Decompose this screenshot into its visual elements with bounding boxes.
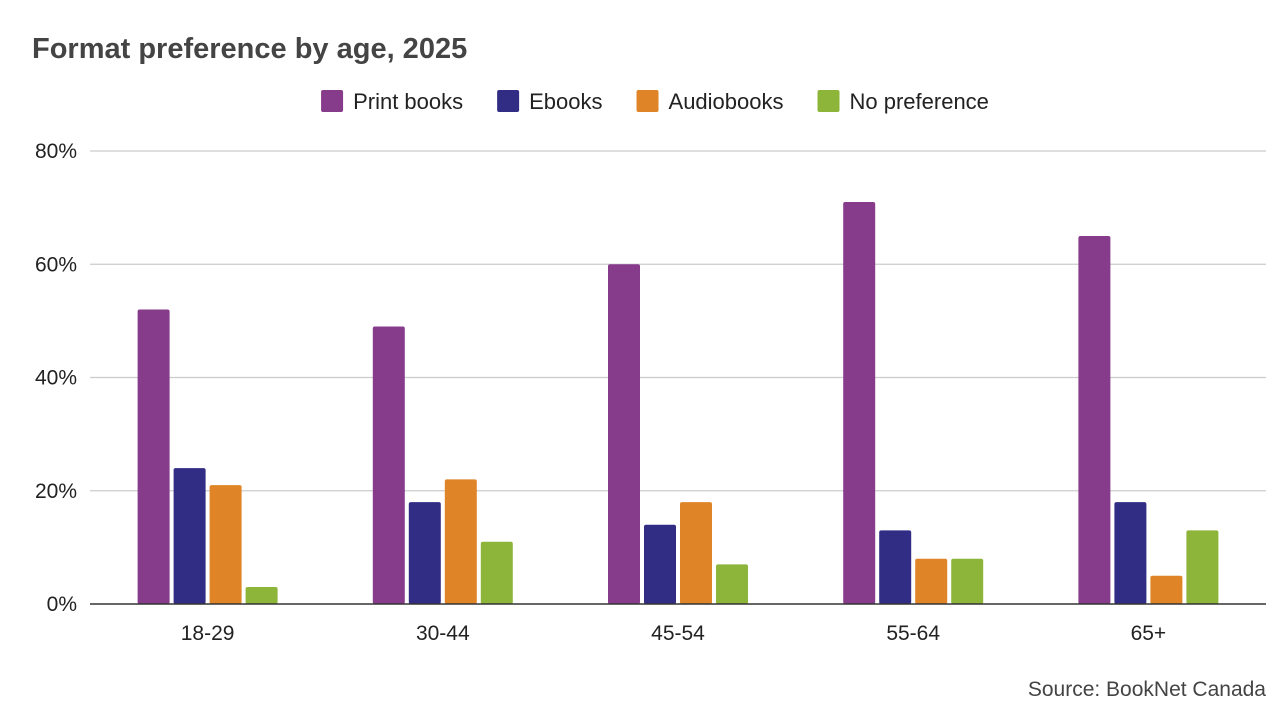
legend-swatch <box>321 90 344 112</box>
bar-ebooks-65+ <box>1114 502 1147 604</box>
legend-item: No preference <box>817 89 989 114</box>
bar-no-preference-18-29 <box>245 587 278 604</box>
bar-no-preference-45-54 <box>716 564 748 604</box>
bars <box>137 201 1219 604</box>
chart-title: Format preference by age, 2025 <box>32 33 467 65</box>
bar-ebooks-55-64 <box>879 530 912 604</box>
bar-print-books-18-29 <box>137 309 170 604</box>
y-tick-label: 20% <box>35 480 77 503</box>
x-tick-label: 45-54 <box>651 622 705 645</box>
bar-ebooks-30-44 <box>408 502 441 604</box>
y-tick-label: 80% <box>35 140 77 163</box>
x-axis-ticks: 18-29 30-44 45-54 55-64 65+ <box>181 622 1166 645</box>
legend-item: Audiobooks <box>636 89 784 114</box>
bar-ebooks-45-54 <box>644 524 676 604</box>
bar-no-preference-30-44 <box>480 541 513 604</box>
bar-print-books-65+ <box>1078 235 1111 604</box>
legend-label: Ebooks <box>529 89 602 114</box>
legend: Print books Ebooks Audiobooks No preference <box>321 89 989 114</box>
legend-item: Ebooks <box>497 89 603 114</box>
x-tick-label: 65+ <box>1131 622 1167 645</box>
bar-print-books-30-44 <box>372 326 405 604</box>
bar-audiobooks-18-29 <box>209 485 242 604</box>
bar-audiobooks-65+ <box>1150 575 1183 604</box>
x-tick-label: 30-44 <box>416 622 470 645</box>
bar-print-books-45-54 <box>608 264 640 604</box>
gridlines <box>90 150 1266 492</box>
bar-no-preference-65+ <box>1186 530 1219 604</box>
legend-item: Print books <box>321 89 463 114</box>
source-note: Source: BookNet Canada <box>1028 678 1266 701</box>
legend-label: No preference <box>850 89 989 114</box>
y-tick-label: 60% <box>35 253 77 276</box>
legend-swatch <box>817 90 840 112</box>
y-tick-label: 0% <box>47 593 77 616</box>
bar-audiobooks-45-54 <box>680 502 712 604</box>
legend-swatch <box>636 90 659 112</box>
x-tick-label: 18-29 <box>181 622 235 645</box>
bar-audiobooks-30-44 <box>444 479 477 604</box>
y-axis-ticks: 0% 20% 40% 60% 80% <box>35 140 77 616</box>
bar-no-preference-55-64 <box>951 558 984 604</box>
bar-audiobooks-55-64 <box>915 558 948 604</box>
bar-print-books-55-64 <box>843 201 876 604</box>
legend-swatch <box>497 90 520 112</box>
y-tick-label: 40% <box>35 367 77 390</box>
legend-label: Print books <box>353 89 463 114</box>
bar-ebooks-18-29 <box>173 468 206 604</box>
x-tick-label: 55-64 <box>886 622 940 645</box>
legend-label: Audiobooks <box>669 89 784 114</box>
